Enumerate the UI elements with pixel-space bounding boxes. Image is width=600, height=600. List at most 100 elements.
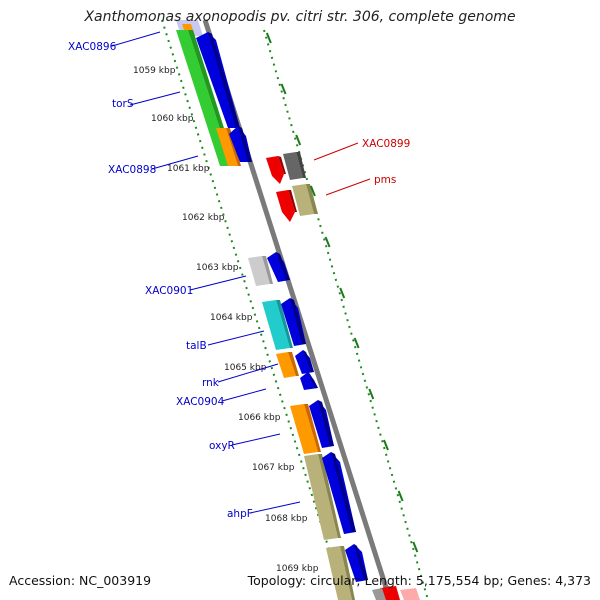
khaki-box-3-shade <box>340 546 355 600</box>
red-box-bottom <box>380 586 400 600</box>
left-gene-label: torS <box>112 91 181 110</box>
grey-box <box>283 152 303 180</box>
gene-leader-line <box>111 31 161 47</box>
dotted-tracks <box>161 19 429 600</box>
kbp-tick-label: 1061 kbp <box>167 164 210 174</box>
khaki-box-1-shade <box>306 184 318 214</box>
kbp-tick: 1062 kbp <box>182 213 225 223</box>
blue-arrow-1-shade <box>208 32 240 128</box>
outer-track-tick <box>383 439 389 451</box>
orange-box-2-shade <box>288 352 299 376</box>
gene-label-text: torS <box>112 98 134 110</box>
grey-box-shade <box>296 152 306 178</box>
cyan-box-shade <box>276 300 293 348</box>
gene-label-text: XAC0898 <box>108 164 156 176</box>
dotted-track-outer-right <box>263 29 429 600</box>
red-arrow-2 <box>276 190 295 222</box>
kbp-tick-label: 1065 kbp <box>224 363 267 373</box>
blue-arrow-5-shade <box>303 350 314 372</box>
feature-orange-1 <box>216 128 238 166</box>
kbp-tick-label: 1062 kbp <box>182 213 225 223</box>
outer-track-tick <box>309 185 316 197</box>
right-gene-label: XAC0899 <box>313 138 410 161</box>
outer-track-tick <box>397 490 404 502</box>
left-gene-label: rnk <box>202 363 279 389</box>
gene-label-text: ahpF <box>227 508 253 520</box>
red-arrow-1 <box>266 156 284 184</box>
khaki-box-1 <box>292 184 314 216</box>
gene-label-text: XAC0896 <box>68 41 117 53</box>
blue-arrow-6 <box>300 372 318 390</box>
reverse-strand-features <box>176 20 241 166</box>
kbp-tick: 1065 kbp <box>224 363 267 373</box>
red-arrow-2-shade <box>288 190 297 212</box>
orange-box-2 <box>276 352 296 378</box>
gene-label-text: talB <box>186 340 207 352</box>
gene-leader-line <box>207 330 265 346</box>
right-side-features <box>266 152 318 222</box>
outer-track-tick <box>368 388 375 400</box>
accession-text: Accession: NC_003919 <box>9 573 152 588</box>
blue-arrow-4-shade <box>290 298 306 344</box>
right-gene-label: pms <box>325 174 396 196</box>
kbp-tick: 1069 kbp <box>276 564 319 574</box>
gene-leader-line <box>325 178 371 196</box>
left-gene-label: XAC0901 <box>145 275 247 297</box>
kbp-tick-label: 1069 kbp <box>276 564 319 574</box>
kbp-tick: 1061 kbp <box>167 164 210 174</box>
pink-box-bottom <box>400 588 420 600</box>
gene-label-text: pms <box>374 174 396 186</box>
gene-leader-line <box>189 275 247 291</box>
grey-box-bottom <box>372 588 386 600</box>
kbp-tick-label: 1067 kbp <box>252 463 295 473</box>
kbp-tick: 1064 kbp <box>210 313 253 323</box>
kbp-tick-label: 1066 kbp <box>238 413 281 423</box>
kbp-tick-label: 1060 kbp <box>151 114 194 124</box>
blue-arrow-9-shade <box>354 544 368 580</box>
left-gene-label: XAC0898 <box>108 155 199 176</box>
gene-label-text: oxyR <box>209 440 235 452</box>
kbp-tick: 1068 kbp <box>265 514 308 524</box>
left-gene-label: oxyR <box>209 433 281 452</box>
dotted-track-inner-left <box>161 19 346 600</box>
silver-box-shade <box>262 256 273 284</box>
left-gene-label: XAC0896 <box>68 31 161 53</box>
genome-summary-text: Topology: circular; Length: 5,175,554 bp… <box>247 573 591 588</box>
outer-track-tick <box>353 337 360 349</box>
blue-arrow-8-shade <box>331 452 356 532</box>
orange-box-3-shade <box>304 404 321 452</box>
outer-track-tick <box>265 32 272 44</box>
gene-leader-line <box>221 388 267 402</box>
orange-box-3 <box>290 404 318 454</box>
cyan-box <box>262 300 290 350</box>
red-arrow-1-shade <box>278 156 286 174</box>
outer-track-tick <box>324 236 331 248</box>
khaki-box-3 <box>326 546 352 600</box>
blue-arrow-7-shade <box>318 400 334 446</box>
gene-leader-line <box>249 501 301 514</box>
blue-arrow-6-shade <box>308 372 318 388</box>
gene-leader-line <box>129 91 181 106</box>
gene-labels: XAC0896 torS XAC0898 XAC0901 talB rnk XAC0904 o… <box>68 31 410 520</box>
kbp-tick-label: 1068 kbp <box>265 514 308 524</box>
kbp-ticks: 1059 kbp 1060 kbp 1061 kbp 1062 kbp 1063 kbp… <box>133 32 419 574</box>
silver-box <box>248 256 270 286</box>
forward-strand-features <box>196 32 252 162</box>
outer-track-tick <box>295 134 302 146</box>
genome-title: Xanthomonas axonopodis pv. citri str. 30… <box>84 9 516 25</box>
left-gene-label: ahpF <box>227 501 301 520</box>
gene-leader-line <box>231 433 281 446</box>
feature-orange-1-shade <box>226 128 241 166</box>
gene-label-text: rnk <box>202 377 220 389</box>
kbp-tick-label: 1059 kbp <box>133 66 176 76</box>
left-gene-label: XAC0904 <box>176 388 267 408</box>
kbp-tick: 1063 kbp <box>196 263 239 273</box>
blue-arrow-3-shade <box>276 252 290 280</box>
outer-track-tick <box>412 541 419 553</box>
kbp-tick: 1066 kbp <box>238 413 281 423</box>
kbp-tick: 1059 kbp <box>133 66 176 76</box>
kbp-tick-label: 1063 kbp <box>196 263 239 273</box>
gene-leader-line <box>313 142 359 161</box>
blue-arrow-2-shade <box>238 126 252 162</box>
